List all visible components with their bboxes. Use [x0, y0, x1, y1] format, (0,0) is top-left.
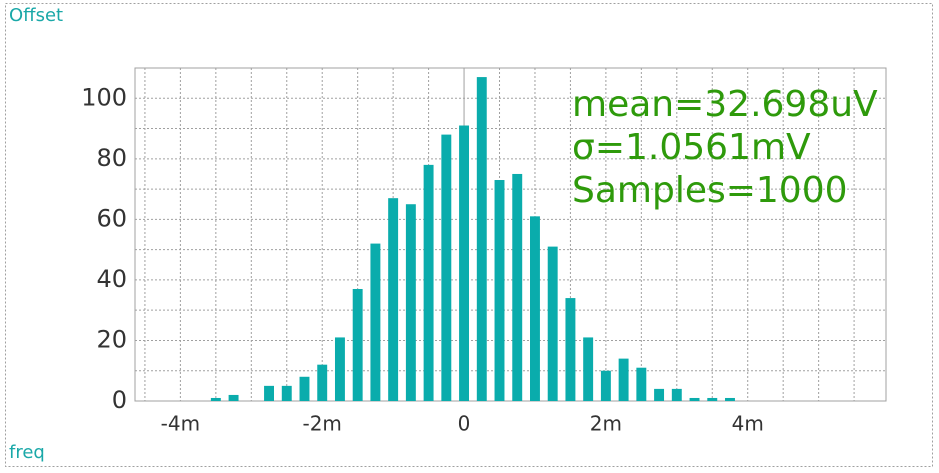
bar [317, 364, 328, 401]
x-tick-label: -2m [302, 412, 341, 436]
bar [370, 243, 381, 401]
bar [565, 298, 576, 401]
bar [707, 397, 718, 401]
x-tick-label: 2m [590, 412, 622, 436]
bar [281, 385, 292, 401]
bar [405, 204, 416, 401]
bar [210, 397, 221, 401]
bar [476, 77, 487, 401]
bar [654, 388, 665, 401]
bar [583, 337, 594, 401]
x-tick-label: 0 [458, 412, 471, 436]
bar [636, 367, 647, 401]
outer-frame [5, 3, 933, 467]
y-tick-label: 60 [96, 204, 127, 232]
bar [299, 376, 310, 401]
y-tick-label: 0 [112, 386, 127, 414]
bar [459, 125, 470, 401]
bar [352, 288, 363, 401]
bar [547, 246, 558, 401]
bar [423, 164, 434, 401]
bar [618, 358, 629, 401]
bar [494, 180, 505, 401]
bar [725, 397, 735, 401]
x-tick-label: -4m [161, 412, 200, 436]
bar [388, 198, 399, 401]
bar [264, 385, 274, 401]
annotation: σ=1.0561mV [572, 127, 811, 168]
y-tick-label: 20 [96, 325, 127, 353]
annotation: mean=32.698uV [572, 84, 878, 125]
bar [228, 394, 239, 401]
annotation: Samples=1000 [572, 170, 848, 211]
chart-title: Offset [9, 5, 63, 26]
y-tick-label: 100 [81, 83, 127, 111]
bar [689, 397, 700, 401]
bar [600, 370, 611, 401]
bar [334, 337, 345, 401]
plot-frame [134, 67, 887, 402]
y-tick-label: 80 [96, 144, 127, 172]
bar [512, 173, 523, 401]
x-tick-label: 4m [732, 412, 764, 436]
bar [671, 388, 682, 401]
y-tick-label: 40 [96, 265, 127, 293]
y-axis-label: freq [9, 442, 45, 463]
bar [441, 134, 452, 401]
bar [530, 216, 540, 401]
